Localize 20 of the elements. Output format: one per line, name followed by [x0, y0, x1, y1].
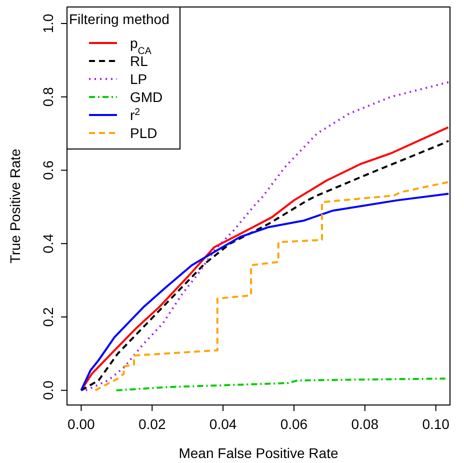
y-tick-label: 0.0	[40, 380, 56, 400]
x-tick-label: 0.06	[280, 416, 308, 432]
y-tick-label: 0.8	[40, 86, 56, 107]
x-tick-label: 0.00	[68, 416, 96, 432]
x-tick-label: 0.04	[209, 416, 237, 432]
legend-title: Filtering method	[69, 11, 170, 27]
legend-label: LP	[130, 71, 148, 87]
y-axis-title: True Positive Rate	[7, 148, 23, 264]
y-tick-label: 0.2	[40, 307, 56, 327]
legend-label: r$^{2}$	[130, 106, 140, 123]
line-series	[115, 378, 446, 392]
x-tick-label: 0.08	[351, 416, 379, 432]
y-tick-label: 0.6	[40, 160, 56, 180]
x-axis-title: Mean False Positive Rate	[178, 445, 338, 461]
y-tick-label: 0.4	[40, 234, 56, 254]
x-tick-label: 0.10	[422, 416, 450, 432]
legend-label: GMD	[130, 89, 163, 105]
y-tick-label: 1.0	[40, 14, 56, 34]
legend-label: PLD	[130, 125, 158, 141]
x-tick-label: 0.02	[138, 416, 166, 432]
